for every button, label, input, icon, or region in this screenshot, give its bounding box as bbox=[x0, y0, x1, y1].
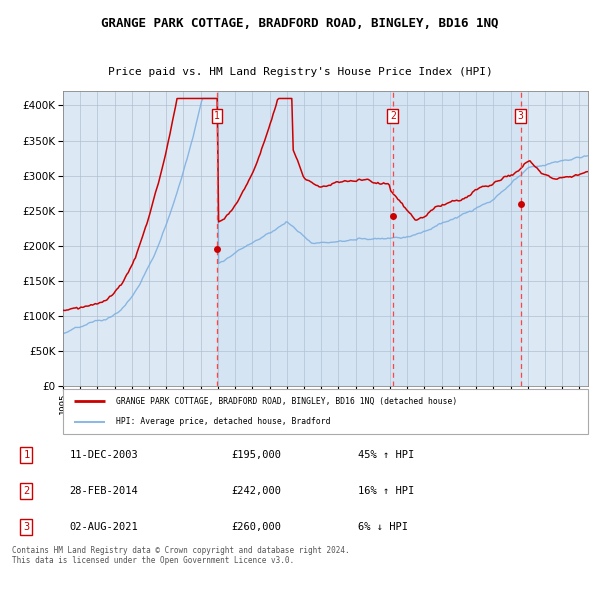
Text: 1: 1 bbox=[214, 111, 220, 121]
Text: Price paid vs. HM Land Registry's House Price Index (HPI): Price paid vs. HM Land Registry's House … bbox=[107, 67, 493, 77]
Text: 45% ↑ HPI: 45% ↑ HPI bbox=[358, 450, 414, 460]
FancyBboxPatch shape bbox=[63, 389, 588, 434]
Bar bbox=[217, 91, 521, 386]
Text: £195,000: £195,000 bbox=[231, 450, 281, 460]
Text: £260,000: £260,000 bbox=[231, 522, 281, 532]
Text: 28-FEB-2014: 28-FEB-2014 bbox=[70, 486, 139, 496]
Text: GRANGE PARK COTTAGE, BRADFORD ROAD, BINGLEY, BD16 1NQ: GRANGE PARK COTTAGE, BRADFORD ROAD, BING… bbox=[101, 17, 499, 30]
Text: 1: 1 bbox=[23, 450, 29, 460]
Text: 2: 2 bbox=[390, 111, 396, 121]
Text: £242,000: £242,000 bbox=[231, 486, 281, 496]
Text: 6% ↓ HPI: 6% ↓ HPI bbox=[358, 522, 407, 532]
Text: 3: 3 bbox=[518, 111, 523, 121]
Text: 3: 3 bbox=[23, 522, 29, 532]
Text: HPI: Average price, detached house, Bradford: HPI: Average price, detached house, Brad… bbox=[115, 417, 330, 426]
Text: 2: 2 bbox=[23, 486, 29, 496]
Text: 11-DEC-2003: 11-DEC-2003 bbox=[70, 450, 139, 460]
Text: 02-AUG-2021: 02-AUG-2021 bbox=[70, 522, 139, 532]
Text: GRANGE PARK COTTAGE, BRADFORD ROAD, BINGLEY, BD16 1NQ (detached house): GRANGE PARK COTTAGE, BRADFORD ROAD, BING… bbox=[115, 397, 457, 406]
Text: Contains HM Land Registry data © Crown copyright and database right 2024.
This d: Contains HM Land Registry data © Crown c… bbox=[12, 546, 350, 565]
Text: 16% ↑ HPI: 16% ↑ HPI bbox=[358, 486, 414, 496]
